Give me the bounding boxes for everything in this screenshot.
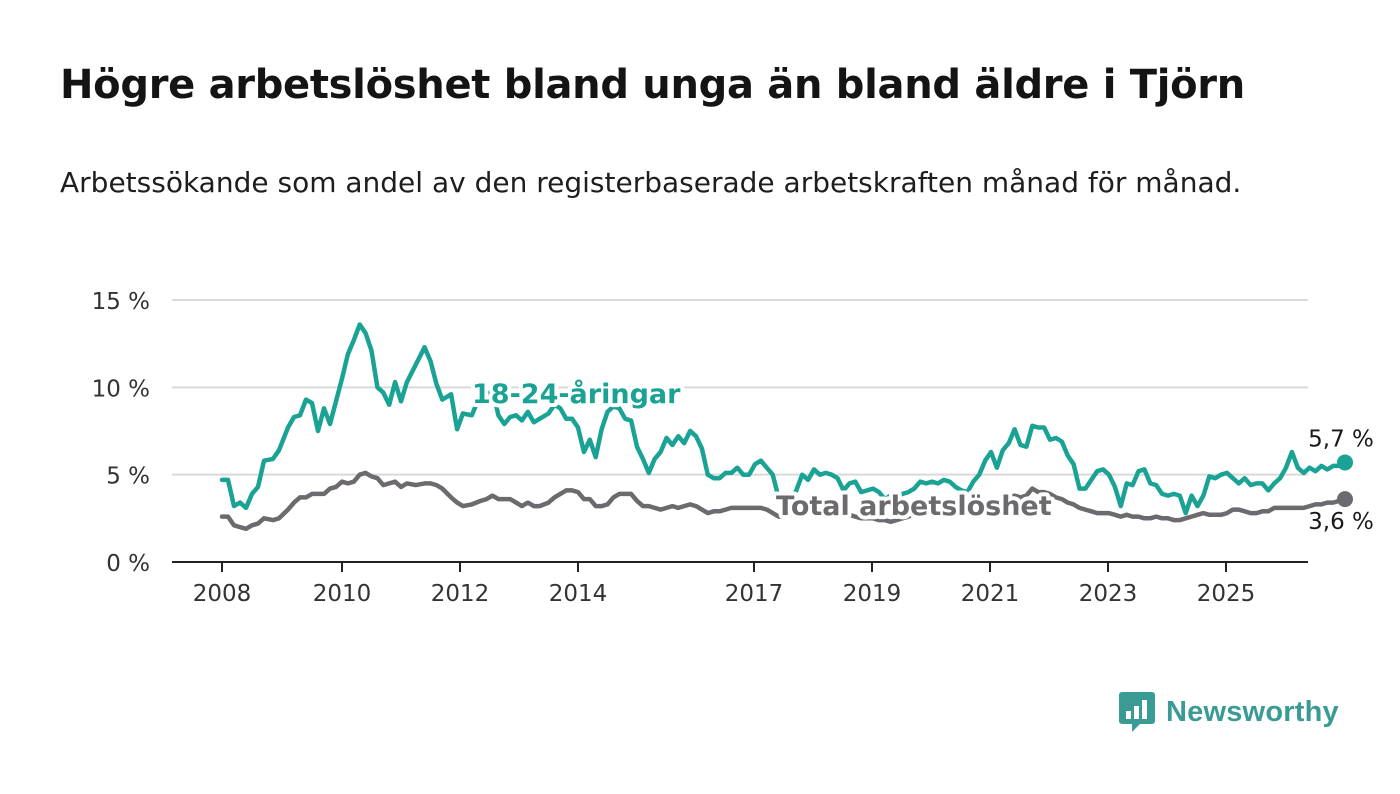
endpoint-total xyxy=(1337,491,1353,508)
series-line-young xyxy=(219,322,1348,516)
brand-name: Newsworthy xyxy=(1166,695,1339,728)
gridlines xyxy=(172,299,1308,476)
series-line-total xyxy=(219,470,1348,532)
x-tick-label: 2008 xyxy=(193,581,252,607)
x-tick-label: 2021 xyxy=(961,581,1020,607)
series-label-total: Total arbetslöshet xyxy=(776,491,1052,522)
x-tick-label: 2025 xyxy=(1197,581,1256,607)
chart-title: Högre arbetslöshet bland unga än bland ä… xyxy=(60,62,1245,108)
y-tick-label: 5 % xyxy=(106,464,150,490)
newsworthy-logo-icon xyxy=(1119,692,1155,732)
end-value-label-total: 3,6 % xyxy=(1308,509,1374,535)
series-label-young-halo: 18-24-åringar xyxy=(472,378,681,410)
series-label-young: 18-24-åringar xyxy=(472,378,681,410)
axes: 0 % 5 % 10 % 15 % 2008 2010 2012 2014 2017 2019 20… xyxy=(92,289,1308,607)
series-label-total-halo: Total arbetslöshet xyxy=(776,491,1052,522)
y-tick-label: 10 % xyxy=(92,376,150,402)
x-tick-label: 2017 xyxy=(725,581,784,607)
endpoint-young xyxy=(1337,454,1353,471)
newsworthy-brand[interactable]: Newsworthy xyxy=(1118,690,1339,734)
x-tick-label: 2023 xyxy=(1079,581,1138,607)
y-tick-label: 0 % xyxy=(106,551,150,577)
series xyxy=(219,322,1353,532)
x-tick-label: 2019 xyxy=(843,581,902,607)
x-tick-label: 2010 xyxy=(313,581,372,607)
series-labels: 5,7 %3,6 %18-24-åringar18-24-åringarTota… xyxy=(468,374,1374,535)
y-tick-label: 15 % xyxy=(92,289,150,315)
chart-subtitle: Arbetssökande som andel av den registerb… xyxy=(60,166,1242,199)
x-tick-label: 2012 xyxy=(431,581,490,607)
x-tick-label: 2014 xyxy=(549,581,608,607)
end-value-label-young: 5,7 % xyxy=(1308,426,1374,452)
